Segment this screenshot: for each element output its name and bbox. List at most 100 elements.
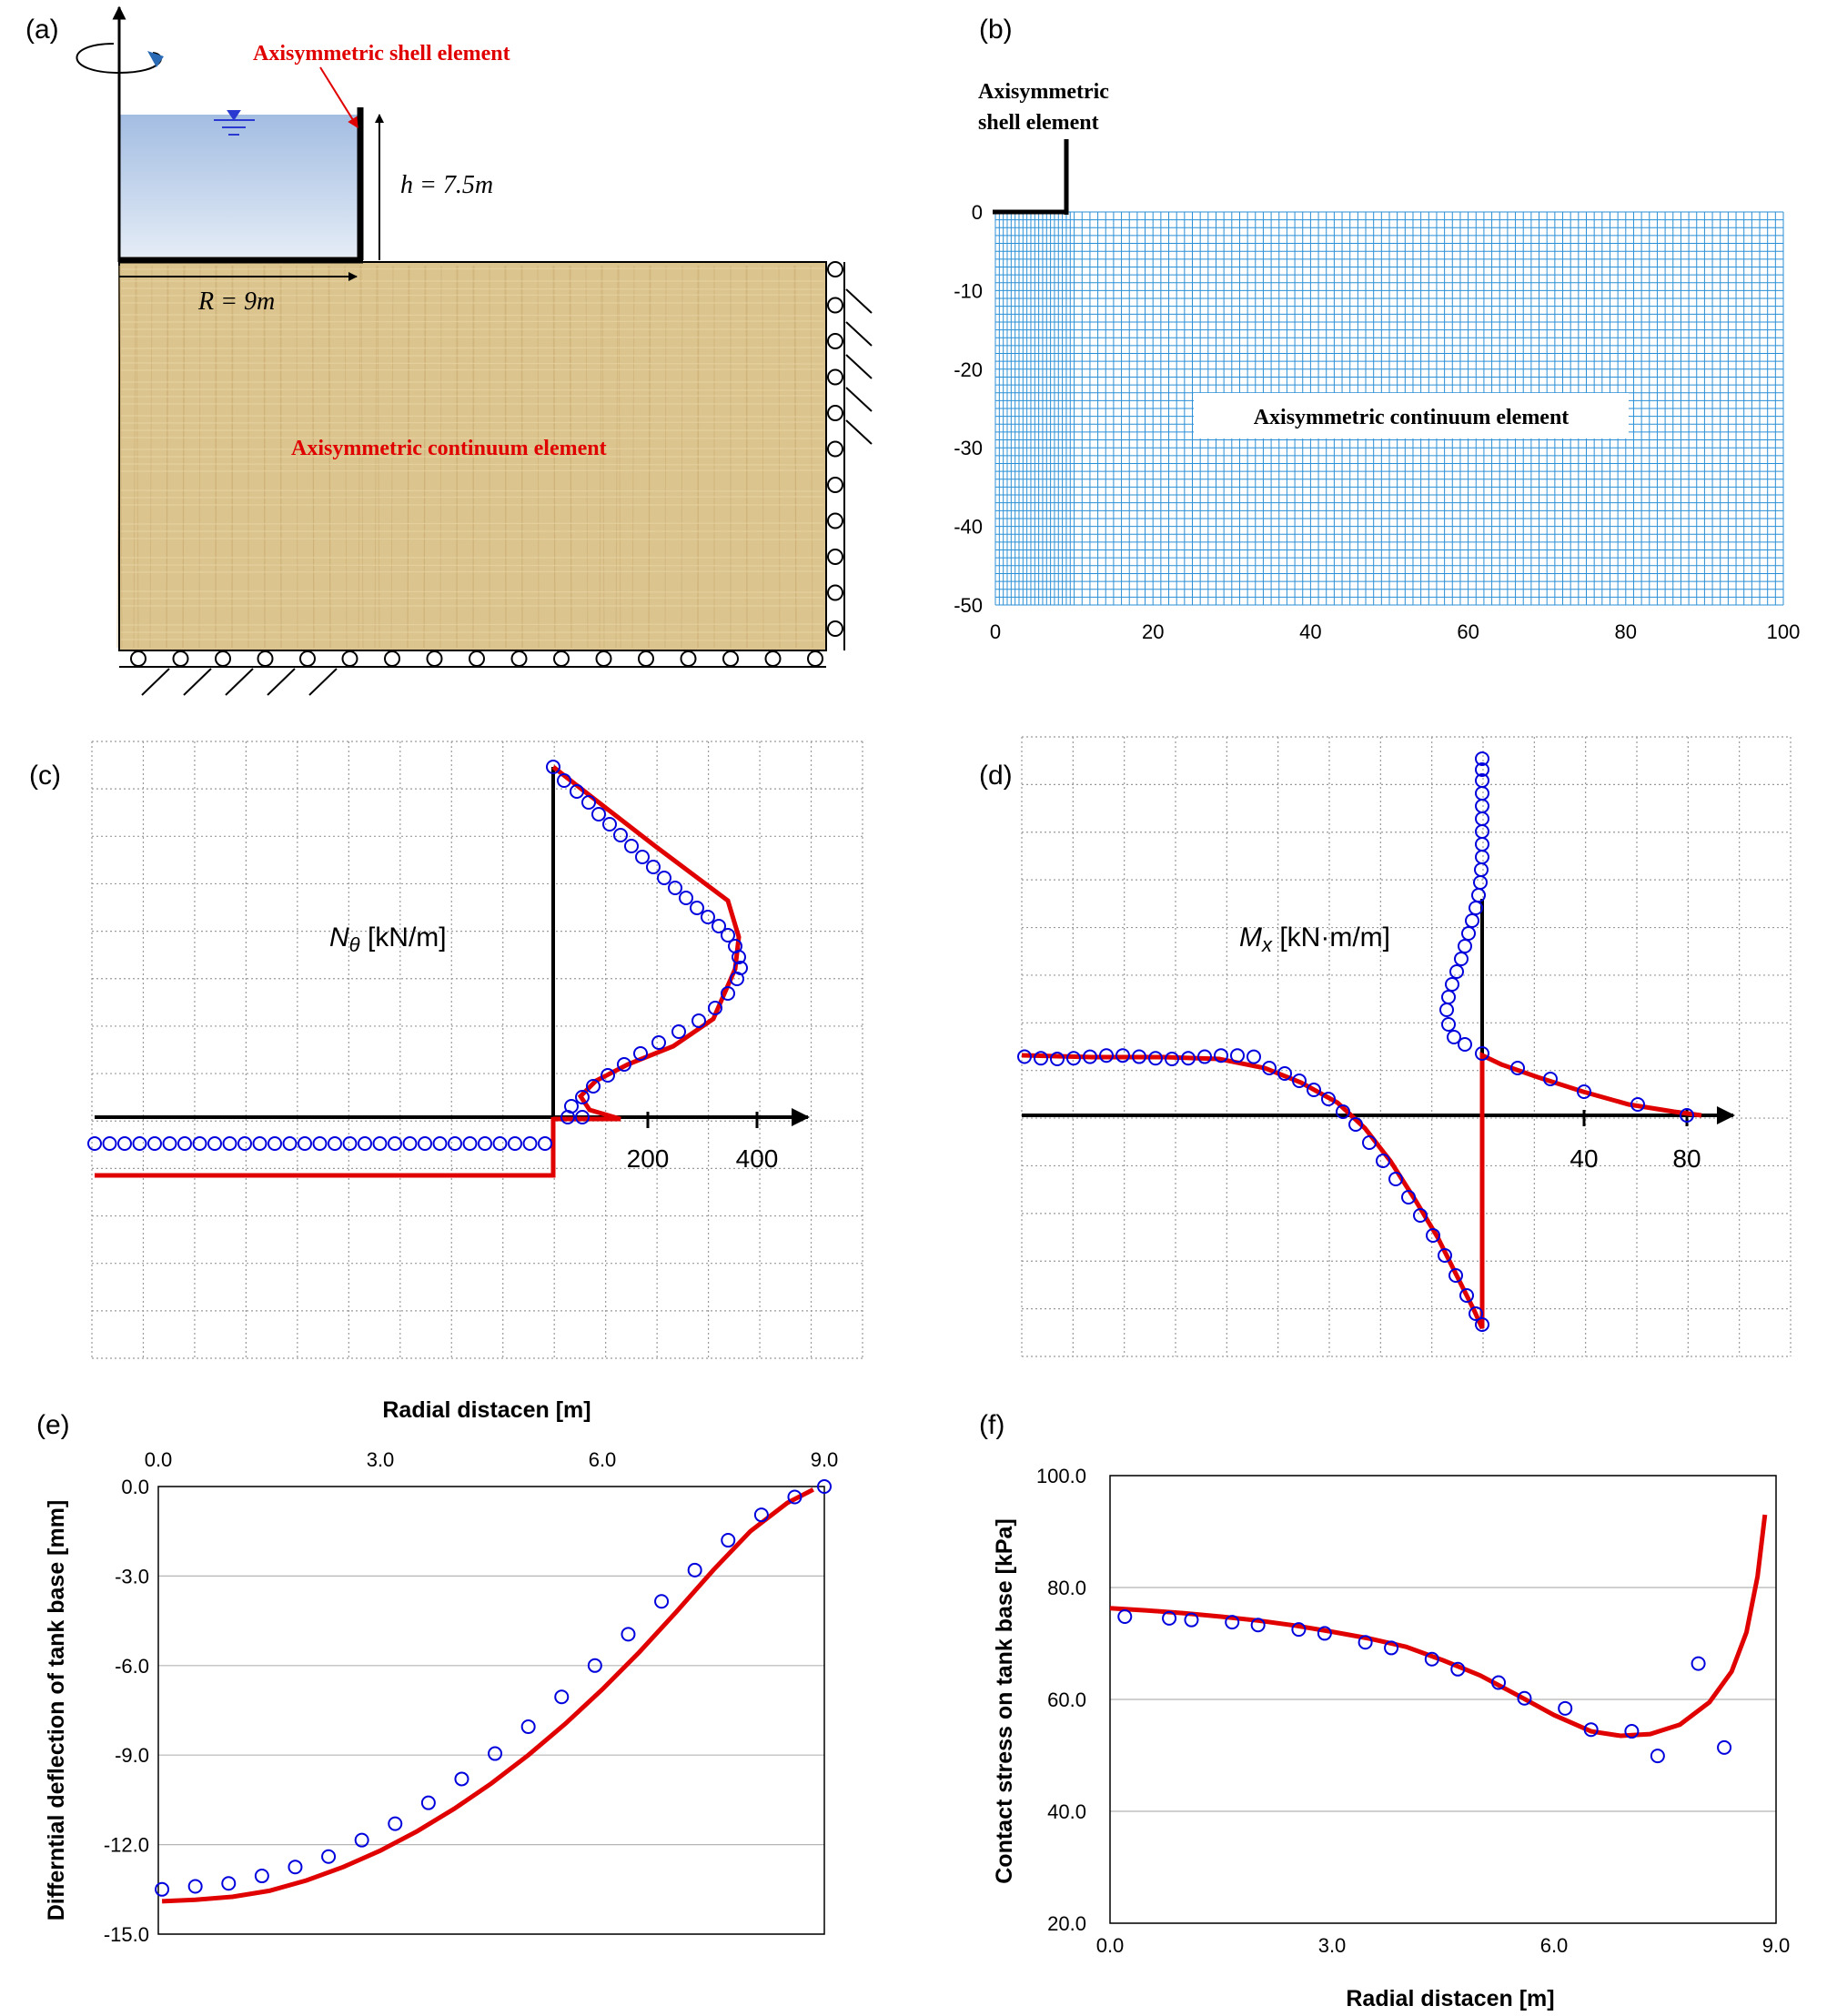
f-marker xyxy=(1250,1618,1266,1633)
roller-icon xyxy=(827,584,843,601)
mesh-y-tick: -40 xyxy=(954,516,983,539)
e-marker xyxy=(817,1479,832,1494)
roller-icon xyxy=(827,549,843,565)
d-marker xyxy=(1510,1061,1525,1075)
bottom-roller-supports xyxy=(119,650,826,696)
soil-grain xyxy=(120,320,824,323)
e-y-tick: -6.0 xyxy=(115,1655,149,1678)
c-marker xyxy=(147,1136,162,1151)
f-y-axis-title: Contact stress on tank base [kPa] xyxy=(992,1518,1017,1884)
d-markers xyxy=(1017,751,1694,1332)
roller-icon xyxy=(764,650,782,667)
soil-grain xyxy=(120,469,824,472)
d-marker xyxy=(1247,1049,1261,1064)
d-marker xyxy=(1445,977,1459,992)
e-marker xyxy=(454,1771,469,1787)
roller-icon xyxy=(722,650,739,667)
mesh-y-tick: -50 xyxy=(954,594,983,617)
f-marker xyxy=(1384,1640,1399,1656)
e-y-axis-title: Differntial deflection of tank base [mm] xyxy=(44,1500,69,1921)
mesh-x-tick: 40 xyxy=(1299,620,1321,643)
fixed-hatch-icon xyxy=(141,668,170,696)
d-marker xyxy=(1148,1051,1163,1066)
f-marker xyxy=(1717,1739,1732,1755)
d-quantity-sub: x xyxy=(1261,933,1273,956)
e-marker xyxy=(420,1795,436,1810)
d-marker xyxy=(1475,837,1489,852)
c-marker xyxy=(732,950,746,964)
d-marker xyxy=(1066,1051,1081,1066)
roller-icon xyxy=(172,650,189,667)
d-marker xyxy=(1475,751,1489,766)
f-y-ticks: 100.0 80.0 60.0 40.0 20.0 xyxy=(1036,1465,1086,1935)
fixed-hatch-icon xyxy=(845,419,873,445)
e-marker xyxy=(388,1816,403,1831)
c-marker xyxy=(372,1136,388,1151)
c-marker xyxy=(117,1136,132,1151)
f-x-tick: 6.0 xyxy=(1540,1934,1569,1957)
c-marker xyxy=(342,1136,358,1151)
c-quantity-unit: [kN/m] xyxy=(360,922,447,953)
mesh-x-tick: 80 xyxy=(1615,620,1637,643)
mesh-y-tick: 0 xyxy=(972,201,983,224)
soil-grain xyxy=(120,368,824,371)
c-marker xyxy=(492,1136,508,1151)
d-marker xyxy=(1471,888,1486,902)
soil-grain xyxy=(120,388,824,391)
d-model-curve xyxy=(1021,1052,1702,1330)
f-y-tick: 40.0 xyxy=(1047,1800,1086,1823)
fixed-hatch-icon xyxy=(267,668,296,696)
roller-icon xyxy=(827,477,843,493)
height-label: h = 7.5m xyxy=(400,171,493,199)
e-markers xyxy=(155,1479,832,1897)
soil-grain xyxy=(120,564,824,567)
e-y-tick: -3.0 xyxy=(115,1565,149,1588)
grid-c xyxy=(91,741,863,1359)
soil-grain xyxy=(120,570,824,573)
c-marker xyxy=(581,795,596,810)
d-x-tick-label: 80 xyxy=(1672,1144,1701,1173)
soil-grain xyxy=(120,463,824,466)
d-marker xyxy=(1083,1049,1097,1064)
d-marker xyxy=(1132,1049,1146,1064)
e-marker xyxy=(254,1869,269,1884)
roller-icon xyxy=(426,650,443,667)
e-gridlines xyxy=(158,1486,824,1935)
mesh-shell-label-line2: shell element xyxy=(978,111,1099,135)
mesh-x-tick: 100 xyxy=(1767,620,1801,643)
e-y-tick: -9.0 xyxy=(115,1744,149,1767)
fixed-hatch-icon xyxy=(183,668,212,696)
roller-icon xyxy=(384,650,400,667)
d-marker xyxy=(1680,1108,1694,1123)
c-marker xyxy=(192,1136,207,1151)
e-plot-frame xyxy=(157,1486,825,1935)
f-marker xyxy=(1358,1635,1373,1650)
roller-icon xyxy=(827,512,843,529)
shell-element-label: Axisymmetric shell element xyxy=(253,42,510,66)
c-marker xyxy=(418,1136,432,1151)
e-marker xyxy=(155,1881,170,1897)
soil-grain xyxy=(120,590,824,593)
c-quantity-sub: θ xyxy=(349,933,360,956)
d-marker xyxy=(1475,1317,1489,1332)
c-marker xyxy=(575,1110,590,1124)
e-marker xyxy=(654,1594,670,1609)
c-marker xyxy=(730,972,744,986)
c-marker xyxy=(591,807,606,822)
d-marker xyxy=(1050,1051,1065,1066)
e-x-tick: 0.0 xyxy=(145,1448,173,1471)
e-marker xyxy=(221,1876,237,1891)
f-model-curve xyxy=(1109,1514,1768,1739)
panel-d: 40 80 Mx [kN·m/m] xyxy=(1017,736,1792,1357)
roller-icon xyxy=(215,650,231,667)
d-marker xyxy=(1197,1049,1212,1064)
roller-icon xyxy=(827,297,843,314)
c-quantity-label: Nθ [kN/m] xyxy=(329,922,447,956)
mesh-x-ticks: 0 20 40 60 80 100 xyxy=(990,620,1800,643)
soil-grain xyxy=(120,489,824,492)
d-marker xyxy=(1475,811,1489,826)
e-marker xyxy=(621,1627,636,1642)
d-marker xyxy=(1388,1172,1403,1186)
c-marker xyxy=(712,919,726,933)
c-marker xyxy=(651,1035,666,1050)
